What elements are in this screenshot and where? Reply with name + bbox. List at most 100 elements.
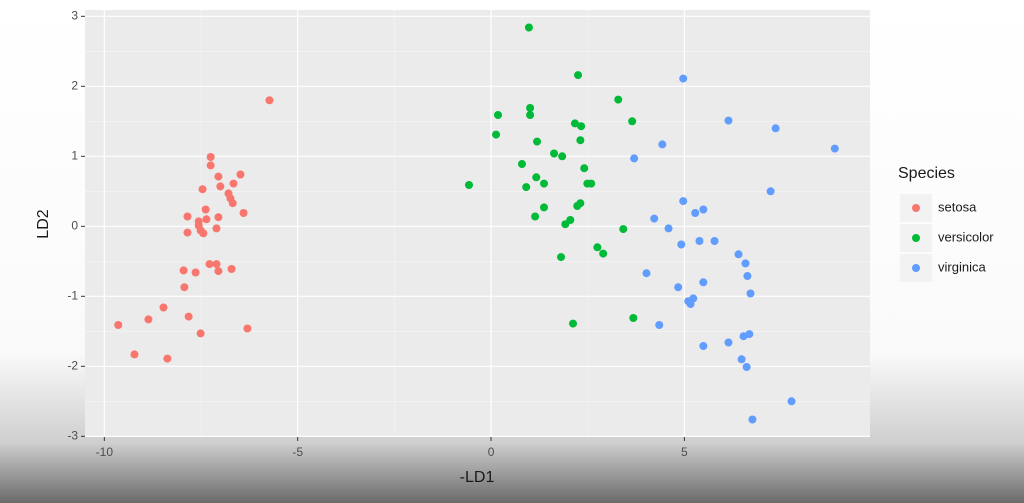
point	[550, 149, 559, 158]
point	[227, 265, 236, 273]
point	[236, 170, 245, 179]
point	[228, 199, 237, 208]
point	[664, 224, 673, 233]
point	[569, 319, 578, 328]
point	[558, 152, 567, 161]
point	[686, 300, 695, 308]
point	[699, 278, 708, 287]
point	[674, 283, 683, 292]
point	[214, 267, 223, 276]
point	[561, 220, 570, 229]
legend-marker	[912, 204, 920, 212]
point	[214, 213, 223, 222]
points	[114, 23, 839, 424]
point	[724, 116, 733, 125]
y-tick-label: 1	[71, 148, 78, 162]
point	[265, 96, 274, 105]
point	[183, 212, 192, 221]
point	[196, 329, 205, 338]
point	[532, 173, 541, 182]
point	[201, 205, 210, 214]
point	[540, 203, 549, 212]
point	[540, 179, 549, 188]
point	[524, 23, 533, 32]
x-tick-label: -5	[292, 445, 303, 459]
point	[699, 342, 708, 350]
point	[180, 283, 189, 292]
point	[746, 289, 755, 298]
point	[577, 122, 586, 131]
legend-marker	[912, 234, 920, 242]
point	[239, 209, 248, 217]
point	[526, 104, 535, 112]
point	[183, 228, 192, 237]
point	[531, 212, 540, 221]
point	[202, 215, 211, 224]
point	[492, 130, 501, 139]
point	[199, 229, 208, 238]
point	[614, 95, 623, 104]
point	[191, 268, 200, 277]
point	[679, 74, 688, 83]
point	[212, 224, 221, 233]
point	[695, 237, 704, 245]
y-tick-label: 3	[71, 8, 78, 22]
point	[493, 111, 502, 119]
point	[206, 161, 215, 170]
point	[159, 303, 168, 312]
point	[205, 260, 214, 269]
point	[766, 187, 775, 196]
point	[522, 183, 531, 192]
point	[679, 197, 688, 206]
point	[593, 243, 602, 252]
point	[699, 205, 708, 214]
point	[216, 182, 225, 191]
legend-label: virginica	[938, 259, 986, 274]
point	[144, 315, 153, 324]
point	[628, 117, 637, 126]
point	[734, 250, 743, 259]
point	[229, 179, 238, 188]
y-axis-title: LD2	[35, 209, 52, 238]
x-tick-label: -10	[96, 445, 114, 459]
legend-marker	[912, 264, 920, 272]
point	[212, 260, 221, 269]
point	[526, 111, 535, 119]
point	[630, 154, 639, 163]
x-tick-label: 0	[488, 445, 495, 459]
point	[658, 140, 667, 149]
point	[464, 181, 473, 189]
point	[517, 160, 526, 168]
y-tick-label: 0	[71, 218, 78, 232]
point	[587, 179, 596, 188]
point	[691, 209, 700, 217]
legend-label: versicolor	[938, 229, 994, 244]
point	[739, 332, 748, 341]
point	[533, 137, 542, 146]
point	[243, 324, 252, 333]
point	[742, 363, 751, 371]
point	[737, 355, 746, 364]
point	[206, 153, 215, 161]
point	[576, 136, 585, 145]
y-tick-label: -1	[67, 288, 78, 302]
x-tick-label: 5	[681, 445, 688, 459]
point	[214, 172, 223, 181]
point	[574, 71, 583, 80]
point	[655, 321, 664, 329]
x-axis-title: -LD1	[460, 469, 495, 486]
point	[599, 249, 608, 258]
point	[198, 185, 207, 194]
point	[179, 266, 188, 275]
point	[743, 272, 752, 280]
point	[163, 354, 172, 363]
point	[650, 214, 659, 223]
point	[580, 164, 589, 173]
point	[194, 221, 203, 230]
point	[748, 415, 757, 424]
legend-label: setosa	[938, 199, 977, 214]
point	[830, 144, 839, 153]
point	[130, 350, 139, 359]
